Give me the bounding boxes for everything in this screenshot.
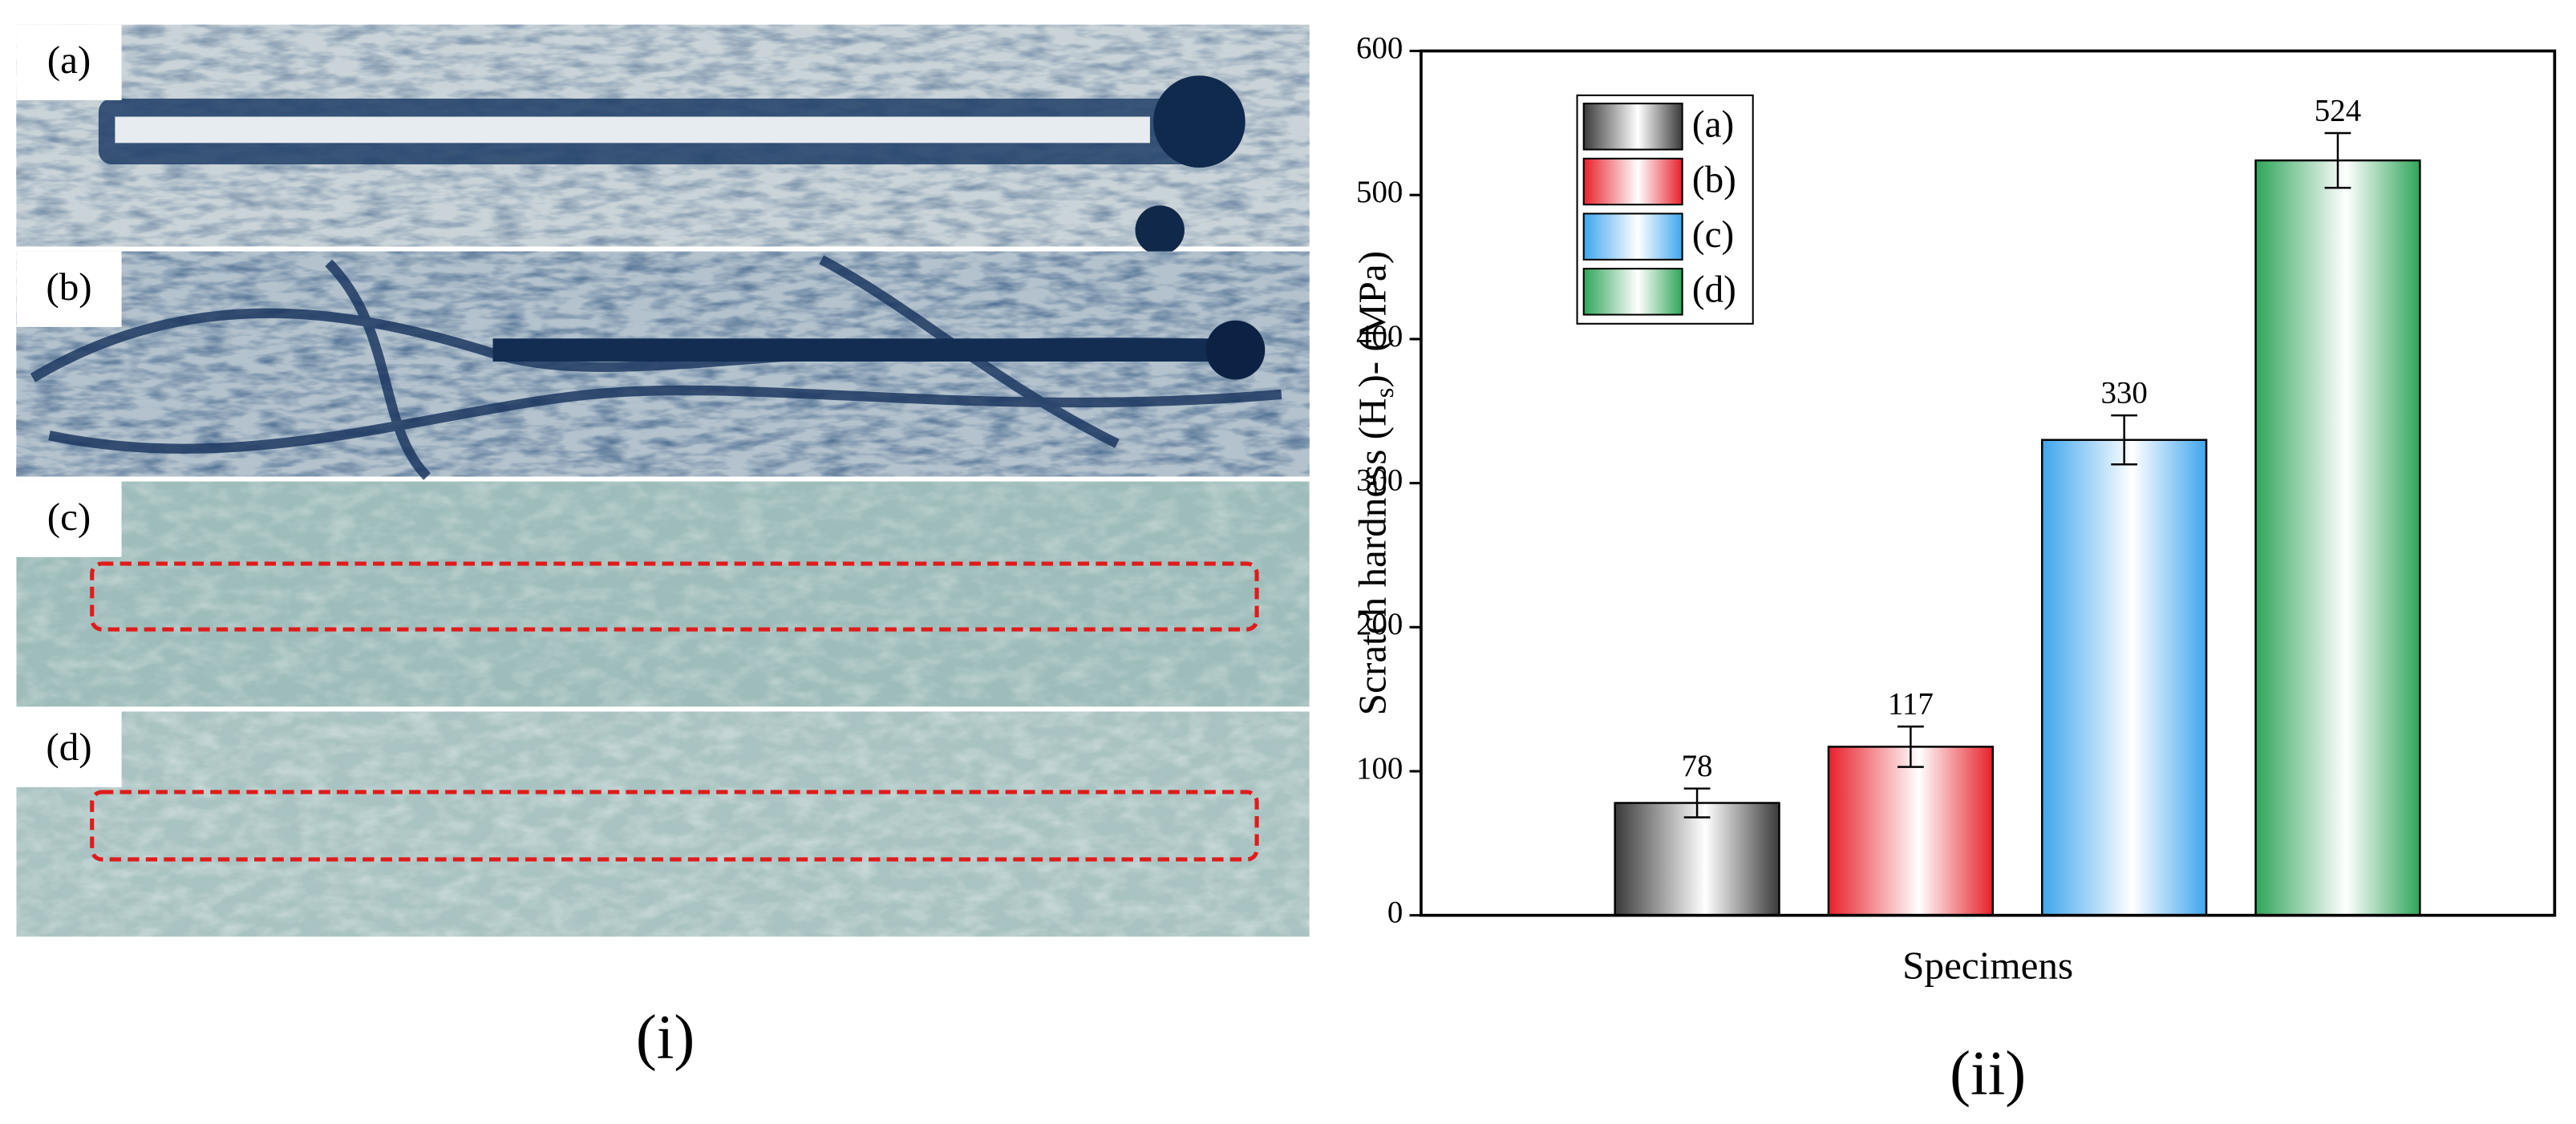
bar (2254, 159, 2421, 916)
y-tick-label: 200 (1356, 607, 1403, 641)
micrograph-c (16, 481, 1310, 707)
panel-label: (d) (46, 725, 91, 769)
legend-swatch (1582, 103, 1683, 151)
micrograph-d (16, 711, 1310, 937)
indent (1205, 320, 1266, 380)
value-label: 117 (1888, 687, 1934, 722)
scratch-groove (492, 338, 1249, 362)
plot-frame (1420, 49, 2557, 917)
panel-label: (b) (46, 265, 91, 309)
y-tick-label: 600 (1356, 30, 1403, 65)
label-box (16, 251, 122, 327)
y-label-part: Scratch hardness (H (1351, 398, 1395, 715)
y-tick-label: 100 (1356, 751, 1403, 786)
y-tick-label: 400 (1356, 319, 1403, 354)
label-box (16, 481, 122, 557)
bar (2041, 439, 2208, 916)
groove-floor (115, 116, 1150, 144)
error-bar (2111, 414, 2138, 466)
y-tick-label: 300 (1356, 463, 1403, 498)
scratch-outline (90, 561, 1259, 632)
bar (1827, 746, 1995, 916)
error-bar (1683, 787, 1711, 819)
indent (1153, 75, 1245, 168)
label-box (16, 24, 122, 101)
scratch-outline (90, 790, 1259, 862)
legend-label: (a) (1692, 104, 1734, 146)
legend-swatch (1582, 157, 1683, 206)
legend-label: (d) (1692, 269, 1736, 311)
pit (1135, 205, 1185, 255)
caption: (i) (636, 1002, 695, 1071)
y-label-part: )- (MPa) (1351, 251, 1395, 388)
legend-swatch (1582, 212, 1683, 261)
panel-label: (c) (47, 495, 91, 539)
panel-label: (a) (47, 38, 91, 82)
y-tick-label: 0 (1387, 896, 1403, 930)
micrograph-b (16, 251, 1310, 480)
bar (1614, 802, 1780, 916)
legend-label: (c) (1692, 214, 1734, 256)
x-axis-label: Specimens (1902, 944, 2073, 988)
y-label-subscript: s (1370, 388, 1399, 398)
image-texture (16, 711, 1310, 937)
micrograph-a (16, 24, 1310, 255)
y-axis-label: Scratch hardness (Hs)- (MPa) (1351, 251, 1399, 715)
error-bar (2324, 131, 2351, 189)
value-label: 78 (1682, 749, 1713, 783)
panel-labels: (a) (b) (c) (d) (16, 24, 122, 787)
caption: (ii) (1950, 1039, 2026, 1108)
image-texture (16, 481, 1310, 707)
legend-swatch (1582, 268, 1683, 316)
y-tick-label: 500 (1356, 175, 1403, 209)
value-label: 524 (2315, 93, 2361, 127)
value-label: 330 (2100, 375, 2147, 410)
label-box (16, 711, 122, 787)
legend-label: (b) (1692, 159, 1736, 200)
error-bar (1897, 726, 1924, 768)
